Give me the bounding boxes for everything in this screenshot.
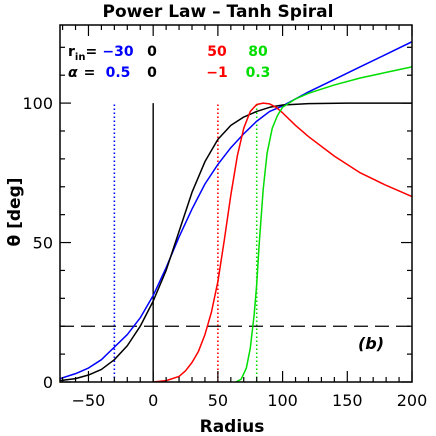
y-tick-label: 0: [43, 373, 53, 392]
y-axis-label: θ [deg]: [5, 177, 25, 246]
legend-alpha-value: 0.5: [106, 65, 131, 81]
legend-rin-value: 80: [248, 44, 268, 60]
chart-title: Power Law – Tanh Spiral: [103, 2, 334, 22]
legend-alpha-value: 0: [147, 65, 157, 81]
legend-rin-value: −30: [102, 44, 133, 60]
plot-frame: [59, 24, 413, 383]
series-line-1: [60, 102, 412, 382]
x-tick-label: 100: [267, 391, 298, 410]
legend-alpha-value: −1: [206, 65, 227, 81]
legend-alpha-value: 0.3: [246, 65, 271, 81]
x-tick-label: 200: [397, 391, 428, 410]
y-tick-label: 100: [22, 94, 53, 113]
panel-label: (b): [358, 334, 384, 353]
series-line-3: [235, 66, 412, 382]
series-line-2: [153, 102, 412, 382]
x-axis-label: Radius: [200, 417, 265, 436]
x-tick-label: 150: [332, 391, 363, 410]
x-tick-label: 50: [208, 391, 228, 410]
y-tick-label: 50: [33, 234, 53, 253]
legend-rin-value: 50: [207, 44, 227, 60]
plot-area: [60, 41, 412, 382]
legend-rin-value: 0: [147, 44, 157, 60]
x-tick-label: −50: [72, 391, 106, 410]
legend-r-label: rin=: [68, 44, 97, 63]
x-tick-label: 0: [148, 391, 158, 410]
legend-alpha-label: α =: [68, 65, 95, 81]
series-line-0: [60, 41, 412, 380]
